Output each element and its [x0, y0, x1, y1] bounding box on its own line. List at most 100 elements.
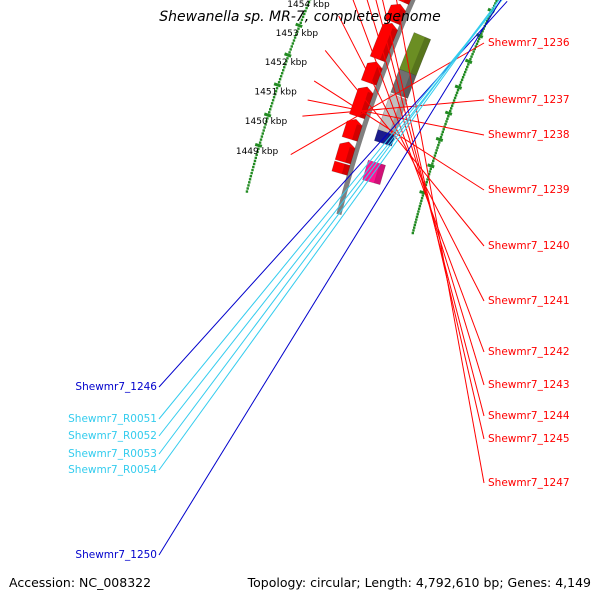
feature-label: Shewmr7_1241 — [488, 295, 570, 307]
minor-tick — [252, 162, 256, 166]
minor-tick — [264, 123, 267, 126]
backbone-arc — [336, 0, 416, 216]
inner-minor-tick — [419, 202, 422, 205]
inner-minor-tick — [477, 37, 481, 41]
label-leader — [396, 0, 485, 484]
inner-minor-tick — [475, 42, 479, 46]
inner-minor-tick — [417, 210, 420, 213]
label-leader — [158, 0, 500, 455]
minor-tick — [303, 12, 306, 16]
minor-tick — [268, 111, 271, 114]
inner-minor-tick — [460, 78, 464, 82]
inner-minor-tick — [476, 40, 480, 43]
inner-minor-tick — [485, 19, 489, 23]
inner-minor-tick — [445, 120, 448, 123]
inner-minor-tick — [420, 199, 423, 203]
inner-minor-tick — [443, 125, 446, 128]
minor-tick — [247, 184, 250, 187]
inner-major-tick — [464, 58, 473, 65]
inner-minor-tick — [494, 2, 497, 5]
inner-minor-tick — [437, 143, 440, 147]
minor-tick — [300, 18, 304, 22]
inner-minor-tick — [418, 204, 422, 208]
inner-minor-tick — [441, 130, 445, 134]
feature-forward — [341, 118, 363, 142]
minor-tick — [269, 108, 272, 111]
minor-tick — [288, 51, 291, 54]
minor-tick — [279, 75, 283, 78]
major-tick — [284, 52, 292, 58]
major-tick — [263, 112, 272, 118]
inner-minor-tick — [431, 162, 434, 165]
topology-text: Topology: circular; Length: 4,792,610 bp… — [247, 575, 591, 590]
label-leader — [352, 0, 485, 353]
feature-label: Shewmr7_1246 — [75, 381, 157, 393]
minor-tick — [257, 147, 260, 150]
feature-shade — [410, 37, 431, 76]
feature-forward — [397, 0, 412, 5]
minor-tick — [265, 120, 268, 123]
inner-minor-tick — [463, 70, 467, 74]
feature-label: Shewmr7_1243 — [488, 379, 570, 391]
feature-shade — [379, 28, 398, 62]
tick-label: 1452 kbp — [265, 58, 308, 68]
inner-minor-tick — [472, 50, 475, 53]
minor-tick — [272, 96, 276, 99]
tick-label: 1451 kbp — [254, 87, 297, 97]
minor-tick — [252, 165, 255, 169]
feature-inner — [399, 32, 432, 76]
minor-tick — [293, 36, 297, 39]
inner-minor-tick — [462, 73, 466, 76]
label-leader — [158, 0, 500, 471]
feature-label: Shewmr7_R0052 — [68, 430, 157, 442]
minor-tick — [306, 3, 309, 7]
inner-minor-tick — [474, 45, 478, 48]
inner-minor-tick — [459, 81, 463, 84]
minor-tick — [248, 178, 252, 181]
inner-minor-tick — [449, 107, 453, 110]
inner-minor-tick — [429, 167, 432, 171]
inner-minor-tick — [433, 154, 437, 157]
inner-major-tick — [444, 110, 453, 116]
inner-minor-tick — [471, 52, 474, 56]
inner-minor-tick — [444, 122, 447, 126]
tick-ring: 1449 kbp 1450 kbp 1451 kbp 1452 kbp 1453 kbp… — [236, 0, 330, 193]
inner-minor-tick — [470, 55, 473, 58]
inner-minor-tick — [435, 149, 438, 152]
minor-tick — [266, 117, 269, 120]
inner-minor-tick — [425, 180, 428, 184]
label-leader — [313, 80, 485, 191]
tick-label: 1449 kbp — [236, 147, 279, 157]
label-leader — [158, 0, 503, 420]
minor-tick — [254, 156, 258, 160]
minor-tick — [271, 99, 275, 102]
feature-shade — [341, 163, 351, 176]
inner-minor-tick — [426, 178, 429, 181]
backbone-ring — [336, 0, 416, 216]
minor-tick — [263, 126, 266, 129]
label-leader — [158, 0, 502, 556]
minor-tick — [261, 132, 264, 135]
minor-tick — [281, 69, 285, 72]
minor-tick — [295, 33, 298, 36]
inner-minor-tick — [414, 221, 417, 224]
inner-minor-tick — [416, 213, 419, 216]
inner-major-tick — [454, 84, 463, 90]
minor-tick — [292, 39, 296, 42]
inner-minor-tick — [436, 146, 439, 149]
feature-shade — [345, 146, 356, 165]
feature-label: Shewmr7_R0054 — [68, 464, 157, 476]
minor-tick — [297, 27, 300, 30]
minor-tick — [284, 63, 287, 66]
feature-label: Shewmr7_1245 — [488, 433, 570, 445]
inner-minor-tick — [412, 226, 416, 229]
inner-minor-tick — [450, 104, 454, 107]
label-leader — [307, 99, 485, 136]
minor-tick — [246, 187, 249, 190]
inner-minor-tick — [455, 91, 459, 94]
inner-minor-tick — [488, 14, 491, 18]
label-leader — [366, 0, 485, 386]
feature-shade — [351, 124, 363, 142]
map-title: Shewanella sp. MR-7, complete genome — [159, 9, 441, 25]
